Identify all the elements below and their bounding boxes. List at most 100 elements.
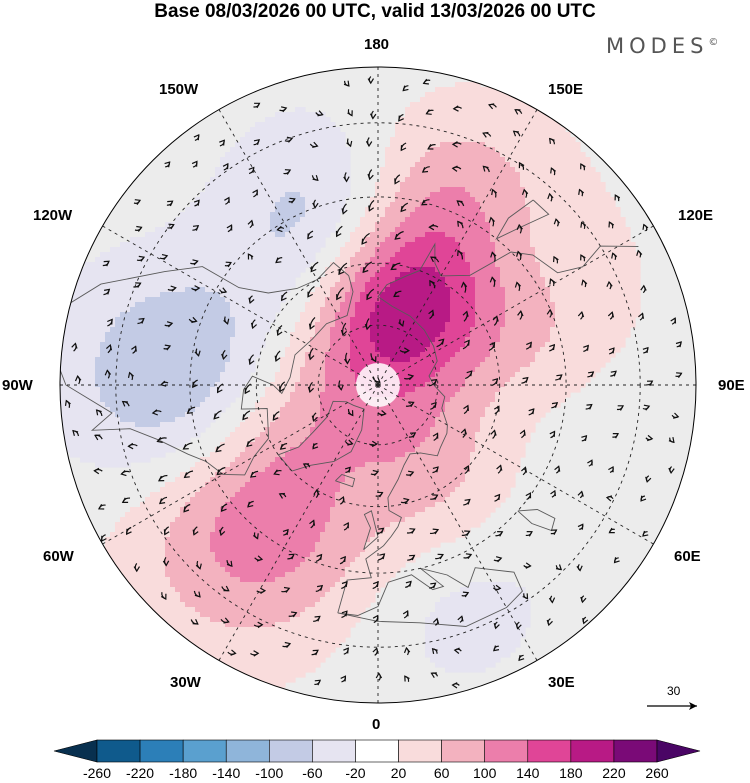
flow-arrowhead	[617, 405, 624, 411]
anomaly-cell	[390, 257, 466, 263]
anomaly-cell	[405, 517, 486, 523]
flow-arrowhead	[431, 378, 438, 385]
anomaly-cell	[385, 262, 471, 268]
flow-arrowhead	[343, 176, 350, 183]
anomaly-cell	[170, 522, 216, 528]
flow-arrowhead	[421, 199, 428, 206]
flow-arrowhead	[429, 279, 435, 287]
anomaly-cell	[320, 307, 341, 313]
latitude-circle-45	[189, 196, 567, 574]
anomaly-cell	[60, 322, 116, 328]
anomaly-cell	[210, 542, 316, 548]
anomaly-cell	[115, 527, 171, 533]
flow-arrowhead	[224, 196, 230, 203]
anomaly-cell	[270, 227, 291, 233]
anomaly-cell	[165, 567, 226, 573]
anomaly-cell	[200, 402, 231, 408]
flow-arrowhead	[430, 582, 437, 589]
anomaly-cell	[165, 222, 271, 228]
flow-arrowhead	[219, 139, 225, 146]
flow-arrowhead	[362, 267, 369, 274]
anomaly-cell	[495, 257, 536, 263]
flow-arrowhead	[338, 268, 345, 276]
anomaly-cell	[265, 467, 356, 473]
anomaly-cell	[230, 312, 276, 318]
anomaly-cell	[120, 517, 176, 523]
flow-arrowhead	[405, 580, 412, 587]
flow-arrowhead	[372, 614, 379, 621]
flow-arrowhead	[250, 322, 257, 330]
flow-arrowhead	[460, 428, 467, 435]
anomaly-cell	[280, 357, 306, 363]
colorbar-swatch	[312, 739, 356, 763]
coastline-1	[277, 400, 365, 472]
flow-arrowhead	[127, 442, 134, 450]
anomaly-cell	[495, 392, 571, 398]
flow-arrowhead	[136, 225, 143, 232]
anomaly-cell	[495, 242, 531, 248]
anomaly-cell	[315, 332, 331, 338]
anomaly-cell	[65, 282, 296, 288]
anomaly-cell	[305, 207, 346, 213]
anomaly-cell	[200, 192, 286, 198]
anomaly-cell	[400, 247, 461, 253]
anomaly-cell	[530, 227, 631, 233]
anomaly-cell	[175, 417, 216, 423]
anomaly-cell	[315, 417, 436, 423]
anomaly-cell	[170, 582, 336, 588]
anomaly-cell	[315, 602, 371, 608]
anomaly-cell	[360, 297, 381, 303]
anomaly-cell	[305, 607, 366, 613]
anomaly-cell	[95, 362, 226, 368]
flow-arrowhead	[521, 188, 529, 195]
anomaly-cell	[350, 562, 406, 568]
anomaly-cell	[270, 382, 296, 388]
anomaly-cell	[445, 282, 476, 288]
anomaly-cell	[455, 392, 496, 398]
flow-arrowhead	[456, 200, 463, 207]
flow-arrowhead	[316, 553, 323, 560]
colorbar-swatch	[269, 739, 313, 763]
anomaly-cell	[245, 482, 341, 488]
flow-arrowhead	[482, 165, 489, 172]
anomaly-cell	[145, 497, 191, 503]
anomaly-cell	[555, 312, 641, 318]
anomaly-cell	[60, 357, 96, 363]
flow-arrowhead	[192, 618, 199, 625]
anomaly-cell	[275, 417, 316, 423]
anomaly-cell	[385, 162, 416, 168]
flow-arrowhead	[289, 197, 296, 204]
colorbar-tick-label: -180	[169, 765, 198, 781]
anomaly-cell	[60, 342, 101, 348]
flow-arrowhead	[97, 503, 105, 510]
anomaly-cell	[60, 367, 96, 373]
anomaly-cell	[275, 372, 301, 378]
anomaly-cell	[60, 387, 101, 393]
anomaly-cell	[310, 297, 326, 303]
flow-arrowhead	[377, 491, 384, 498]
anomaly-cell	[215, 172, 351, 178]
anomaly-cell	[180, 212, 271, 218]
anomaly-cell	[410, 357, 451, 363]
anomaly-cell	[350, 237, 366, 243]
anomaly-cell	[195, 407, 226, 413]
anomaly-cell	[500, 152, 586, 158]
anomaly-cell	[415, 237, 456, 243]
anomaly-cell	[425, 232, 446, 238]
anomaly-cell	[240, 452, 286, 458]
anomaly-cell	[290, 392, 321, 398]
anomaly-cell	[325, 362, 351, 368]
anomaly-cell	[415, 162, 511, 168]
flow-arrowhead	[404, 675, 410, 682]
anomaly-cell	[100, 352, 231, 358]
flow-arrowhead	[164, 344, 172, 351]
flow-arrowhead	[313, 489, 320, 496]
anomaly-cell	[425, 647, 516, 653]
anomaly-cell	[260, 397, 291, 403]
anomaly-cell	[105, 547, 166, 553]
flow-arrowhead	[369, 113, 377, 120]
anomaly-cell	[425, 347, 461, 353]
anomaly-cell	[325, 522, 391, 528]
anomaly-cell	[355, 557, 416, 563]
flow-arrowhead	[495, 556, 503, 563]
